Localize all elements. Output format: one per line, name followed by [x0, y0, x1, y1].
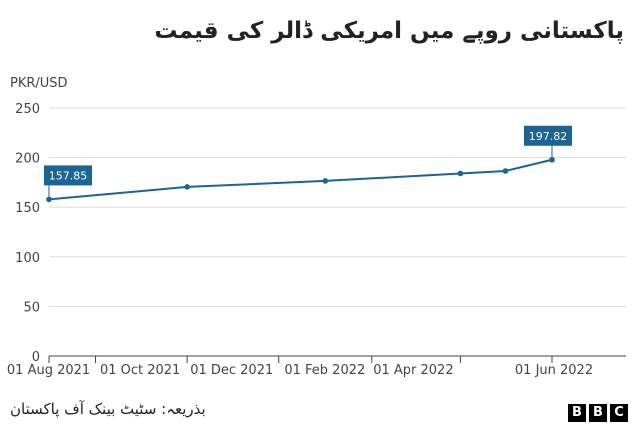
- x-tick-label: 01 Dec 2021: [190, 363, 273, 378]
- source-note: بذریعہ: سٹیٹ بینک آف پاکستان: [10, 400, 206, 418]
- y-tick-label: 250: [15, 102, 40, 117]
- chart-title: پاکستانی روپے میں امریکی ڈالر کی قیمت: [154, 18, 624, 44]
- y-tick-label: 200: [15, 152, 40, 167]
- x-tick-label: 01 Apr 2022: [373, 363, 453, 378]
- annotation-box: [524, 125, 572, 146]
- annotation-label: 197.82: [529, 130, 568, 143]
- annotation-label: 157.85: [49, 169, 88, 182]
- logo-block-c: C: [610, 404, 628, 422]
- x-tick-label: 01 Jun 2022: [515, 363, 593, 378]
- data-point: [457, 170, 464, 177]
- x-tick-label: 01 Oct 2021: [100, 363, 180, 378]
- y-tick-label: 0: [32, 350, 40, 365]
- bbc-logo: B B C: [568, 404, 628, 422]
- y-tick-label: 100: [15, 251, 40, 266]
- x-tick-label: 01 Aug 2021: [7, 363, 90, 378]
- data-point: [184, 184, 190, 190]
- annotation-box: [44, 165, 92, 186]
- series-line: [48, 158, 553, 201]
- logo-block-b1: B: [568, 404, 586, 422]
- x-tick-label: 01 Feb 2022: [284, 363, 365, 378]
- line-chart: 0 50 100 150 200 250 01 Aug 2021 01 Oct 2021 01 …: [7, 102, 626, 378]
- data-point: [502, 168, 509, 174]
- y-axis-label: PKR/USD: [10, 76, 68, 91]
- data-point: [322, 178, 329, 184]
- logo-block-b2: B: [589, 404, 607, 422]
- y-tick-label: 150: [15, 201, 40, 216]
- y-tick-label: 50: [23, 300, 40, 315]
